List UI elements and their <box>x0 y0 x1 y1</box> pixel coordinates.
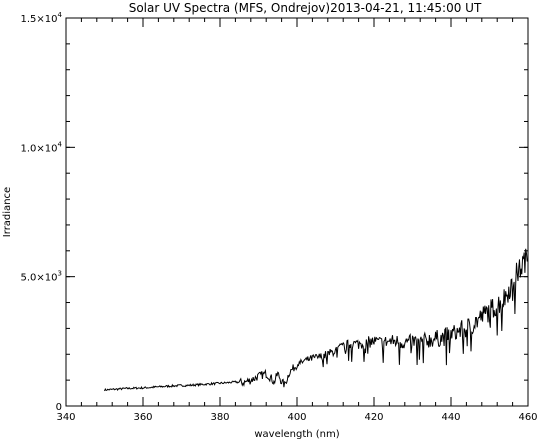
x-axis-ticks: 340 360 380 400 420 440 460 <box>56 18 538 423</box>
x-tick-label: 380 <box>210 412 229 423</box>
y-axis-ticks: 0 5.0×103 1.0×104 1.5×104 <box>21 11 528 413</box>
x-tick-label: 340 <box>56 412 75 423</box>
x-tick-label: 360 <box>133 412 152 423</box>
y-axis-label: Irradiance <box>2 187 13 237</box>
x-tick-label: 400 <box>287 412 306 423</box>
y-tick-label: 5.0×103 <box>21 270 62 284</box>
x-axis-label: wavelength (nm) <box>254 429 339 440</box>
y-tick-label: 1.5×104 <box>21 11 63 25</box>
x-tick-label: 460 <box>518 412 537 423</box>
plot-frame <box>65 17 529 407</box>
irradiance-series-line <box>104 248 529 392</box>
chart-title: Solar UV Spectra (MFS, Ondrejov)2013-04-… <box>129 1 482 15</box>
y-tick-label: 1.0×104 <box>21 140 63 154</box>
x-tick-label: 420 <box>364 412 383 423</box>
x-tick-label: 440 <box>441 412 460 423</box>
y-tick-label: 0 <box>56 402 62 413</box>
